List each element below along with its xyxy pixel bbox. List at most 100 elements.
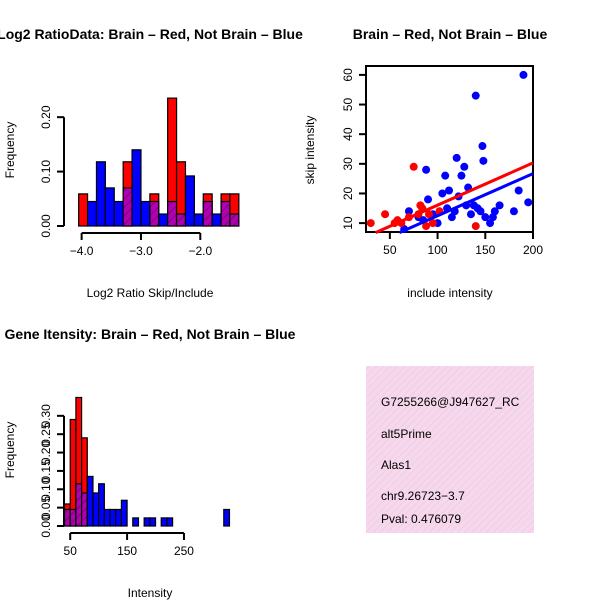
intensity-histogram-bar-not-brain [115,508,123,527]
intensity-histogram-y-tick-label: 0.20 [39,441,53,465]
ratio-histogram-y-axis: 0.00 0.10 0.20 [39,105,65,238]
scatter-point-not-brain [452,153,461,162]
scatter-points [366,70,533,234]
intensity-histogram-bar-not-brain [109,508,117,527]
scatter-fit-line-brain [374,161,534,234]
scatter-point-not-brain [519,70,528,79]
intensity-histogram-bar-not-brain [223,508,231,527]
intensity-histogram-bar-not-brain [132,517,140,527]
scatter-point-brain [428,219,437,228]
scatter-y-tick-label: 30 [341,157,355,171]
scatter-point-not-brain [509,207,518,216]
ratio-histogram-bar-not-brain [140,200,151,227]
scatter-point-not-brain [478,142,487,151]
event-id-text: G7255266@J947627_RC [381,395,520,409]
intensity-histogram-panel: Gene Itensity: Brain – Red, Not Brain – … [3,326,296,600]
ratio-histogram-bar-overlap [167,200,178,227]
ratio-histogram-bar-not-brain [193,213,204,227]
scatter-point-not-brain [447,213,456,222]
intensity-histogram-bar-not-brain [166,517,174,527]
intensity-histogram-bar-not-brain [103,508,111,527]
ratio-histogram-bar-brain [78,193,89,227]
ratio-histogram-bar-not-brain [113,200,124,227]
ratio-histogram-bar-overlap [175,213,187,227]
scatter-point-not-brain [514,186,523,195]
scatter-x-tick-label: 150 [475,243,495,257]
scatter-point-not-brain [404,207,413,216]
intensity-histogram-bar-overlap [75,483,83,527]
intensity-histogram-bar-not-brain [86,475,94,527]
intensity-histogram-bar-not-brain [92,492,100,527]
intensity-histogram-bar-not-brain [143,517,151,527]
intensity-scatter-panel: Brain – Red, Not Brain – Blue 50 100 150 20… [303,26,547,300]
intensity-histogram-bar-overlap [63,508,71,527]
scatter-y-label: skip intensity [303,116,317,185]
intensity-histogram-x-axis: 50 150 250 [64,532,194,558]
location-text: chr9.26723−3.7 [381,489,465,503]
ratio-histogram-bar-not-brain [158,213,169,227]
scatter-point-not-brain [471,91,480,100]
scatter-x-axis: 50 100 150 200 [383,232,543,257]
intensity-histogram-y-label: Frequency [3,422,17,479]
scatter-point-not-brain [441,171,450,180]
intensity-histogram-y-tick-label: 0.30 [39,404,53,428]
intensity-histogram-y-tick-label: 0.00 [39,514,53,538]
scatter-y-tick-label: 60 [341,68,355,82]
scatter-x-tick-label: 100 [428,243,448,257]
ratio-histogram-x-label: Log2 Ratio Skip/Include [87,286,214,300]
intensity-histogram-x-label: Intensity [128,586,173,600]
scatter-point-not-brain [486,219,495,228]
intensity-histogram-bar-overlap [80,492,88,527]
scatter-x-label: include intensity [407,286,492,300]
scatter-fit-line-not-brain [398,172,534,234]
ratio-histogram-bar-overlap [202,200,213,227]
scatter-point-not-brain [445,186,454,195]
scatter-y-tick-label: 20 [341,186,355,200]
ratio-histogram-x-tick-label: −2.0 [188,244,212,258]
intensity-histogram-title: Gene Itensity: Brain – Red, Not Brain – … [5,326,296,342]
ratio-histogram-x-tick-label: −4.0 [70,244,94,258]
scatter-point-not-brain [438,189,447,198]
scatter-point-not-brain [495,201,504,210]
scatter-x-tick-label: 50 [383,243,397,257]
scatter-point-brain [422,222,431,231]
ratio-histogram-y-tick-label: 0.00 [39,214,53,238]
ratio-histogram-bar-overlap [229,213,240,227]
ratio-histogram-bar-not-brain [211,213,222,227]
ratio-histogram-bar-overlap [220,200,231,227]
scatter-point-brain [471,222,480,231]
scatter-x-tick-label: 200 [523,243,543,257]
intensity-histogram-y-axis: 0.000.050.100.150.200.250.30 [39,404,65,538]
intensity-histogram-y-tick-label: 0.25 [39,422,53,446]
scatter-point-not-brain [476,207,485,216]
intensity-histogram-x-tick-label: 150 [117,544,137,558]
ratio-histogram-x-tick-label: −3.0 [129,244,153,258]
ratio-histogram-bar-not-brain [131,149,142,227]
info-box-background [366,366,534,533]
ratio-histogram-bar-not-brain [86,200,98,227]
intensity-histogram-bar-not-brain [120,499,128,527]
scatter-y-axis: 10 20 30 40 50 60 [341,68,366,230]
gene-name-text: Alas1 [381,458,411,472]
scatter-fit-lines [374,161,534,234]
ratio-histogram-y-tick-label: 0.10 [39,160,53,184]
intensity-histogram-bar-not-brain [98,483,105,527]
ratio-histogram-panel: Log2 RatioData: Brain – Red, Not Brain –… [0,26,303,300]
intensity-histogram-x-tick-label: 250 [174,544,194,558]
scatter-point-brain [366,219,375,228]
intensity-scatter-title: Brain – Red, Not Brain – Blue [353,26,548,42]
scatter-y-tick-label: 50 [341,98,355,112]
info-panel: G7255266@J947627_RC alt5Prime Alas1 chr9… [366,366,534,533]
scatter-y-tick-label: 10 [341,216,355,230]
ratio-histogram-bar-overlap [122,187,133,227]
ratio-histogram-x-axis: −4.0 −3.0 −2.0 [70,232,212,258]
scatter-point-not-brain [424,195,433,204]
intensity-histogram-y-tick-label: 0.15 [39,459,53,483]
scatter-point-brain [381,210,390,219]
event-type-text: alt5Prime [381,427,432,441]
scatter-point-not-brain [422,165,431,174]
scatter-point-brain [409,162,418,171]
scatter-point-not-brain [457,171,466,180]
scatter-point-not-brain [466,210,475,219]
